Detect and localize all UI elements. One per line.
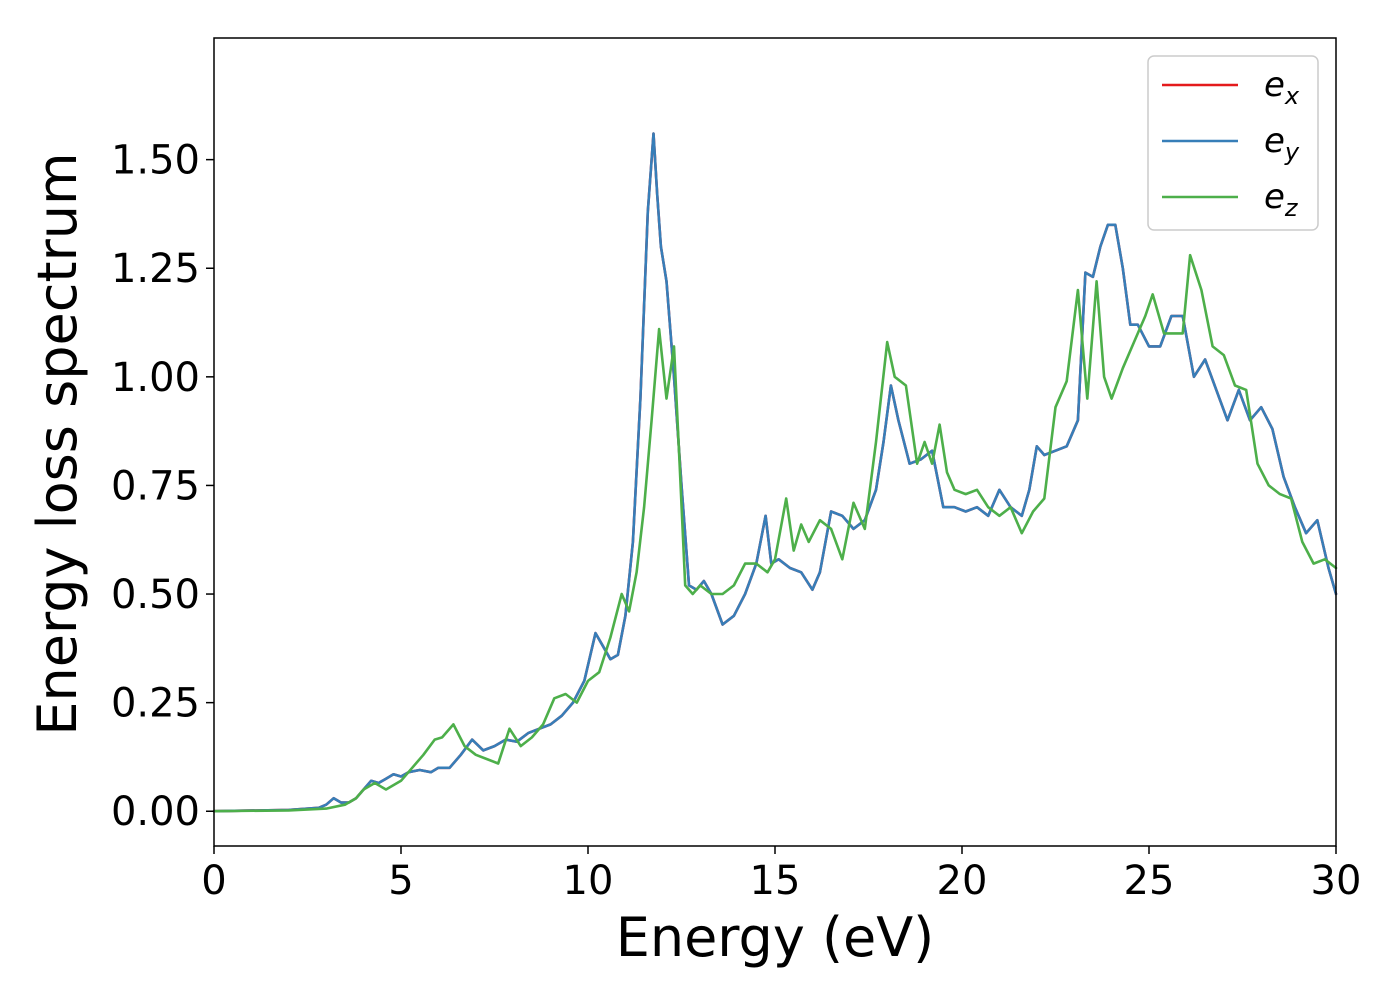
x-tick-label: 0	[201, 858, 226, 904]
x-tick-label: 5	[388, 858, 413, 904]
x-tick-label: 20	[937, 858, 988, 904]
legend-label-ex: ex	[1264, 65, 1300, 110]
x-tick-label: 10	[563, 858, 614, 904]
legend: ex ey ez	[1147, 55, 1319, 231]
y-tick-label: 0.00	[111, 789, 200, 835]
x-tick-label: 15	[750, 858, 801, 904]
x-axis-label: Energy (eV)	[616, 906, 935, 969]
y-tick-label: 1.50	[111, 138, 200, 184]
series-layer	[212, 132, 1338, 813]
y-axis-label: Energy loss spectrum	[26, 152, 89, 735]
legend-label-ez: ez	[1264, 177, 1299, 222]
y-tick-label: 0.50	[111, 572, 200, 618]
legend-label-ey: ey	[1264, 121, 1300, 166]
legend-box	[1147, 55, 1319, 231]
plot-area: 0 5 10 15 20 25 30 0.00 0.25 0.50 0.75 1.00 1.25 1.5…	[111, 37, 1361, 904]
x-tick-label: 30	[1311, 858, 1362, 904]
x-tick-label: 25	[1124, 858, 1175, 904]
y-tick-label: 0.25	[111, 681, 200, 727]
y-tick-label: 1.00	[111, 355, 200, 401]
series-line-ez	[212, 253, 1338, 813]
x-axis-ticks: 0 5 10 15 20 25 30	[201, 846, 1361, 904]
y-tick-label: 0.75	[111, 463, 200, 509]
series-line-ey	[212, 132, 1338, 813]
y-axis-ticks: 0.00 0.25 0.50 0.75 1.00 1.25 1.50	[111, 138, 214, 835]
series-line-ex	[212, 132, 1338, 813]
y-tick-label: 1.25	[111, 246, 200, 292]
